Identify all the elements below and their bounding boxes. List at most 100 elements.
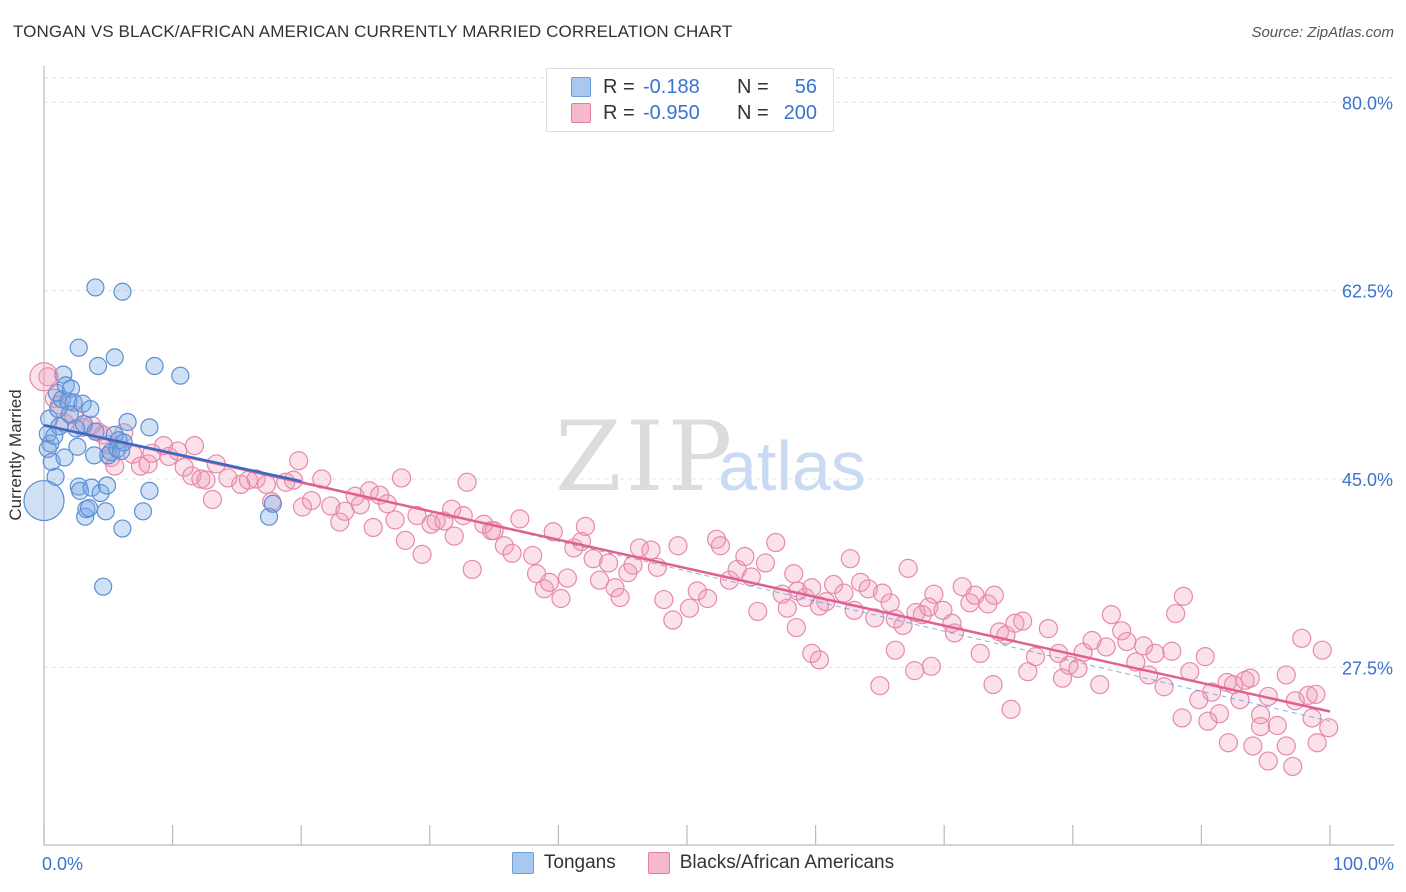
blacks-point bbox=[840, 549, 860, 569]
y-tick-label: 80.0% bbox=[1342, 93, 1393, 113]
tongans-point bbox=[81, 399, 100, 419]
x-tick-label-min: 0.0% bbox=[42, 854, 83, 874]
tongans-point bbox=[69, 338, 88, 357]
blacks-point bbox=[697, 588, 718, 609]
legend-label-blacks: Blacks/African Americans bbox=[679, 852, 895, 873]
blacks-point bbox=[523, 545, 543, 566]
blacks-point bbox=[809, 650, 830, 670]
blacks-point bbox=[1112, 621, 1132, 641]
blacks-point bbox=[1209, 704, 1230, 724]
watermark-atlas: atlas bbox=[718, 427, 866, 505]
legend-row-blacks: R = -0.950 N = 200 bbox=[571, 100, 817, 126]
tongans-point bbox=[133, 502, 153, 521]
blacks-point bbox=[905, 661, 925, 681]
x-tick-label-max: 100.0% bbox=[1333, 854, 1394, 874]
legend-item-blacks[interactable]: Blacks/African Americans bbox=[647, 852, 895, 874]
tongans-point bbox=[82, 478, 101, 497]
blacks-point bbox=[735, 546, 755, 567]
y-tick-label: 27.5% bbox=[1342, 658, 1393, 678]
blacks-point bbox=[1306, 684, 1326, 704]
tongans-point bbox=[113, 282, 132, 301]
tongans-point bbox=[86, 278, 105, 297]
blacks-point bbox=[1312, 640, 1332, 660]
blacks-point bbox=[710, 536, 731, 556]
blacks-point bbox=[1298, 685, 1318, 705]
blacks-point bbox=[1145, 643, 1165, 664]
blacks-point bbox=[748, 601, 768, 622]
tongans-point bbox=[55, 448, 74, 467]
blacks-point bbox=[898, 558, 918, 578]
tongans-point bbox=[88, 356, 108, 376]
blacks-point bbox=[1267, 715, 1287, 736]
tongans-point bbox=[61, 379, 81, 398]
blacks-point bbox=[289, 451, 309, 471]
blacks-point bbox=[679, 598, 700, 618]
blacks-point bbox=[858, 579, 878, 599]
blacks-point bbox=[330, 512, 350, 532]
blacks-point bbox=[1258, 751, 1278, 771]
correlation-legend: R = -0.188 N = 56 R = -0.950 N = 200 bbox=[546, 68, 834, 132]
legend-n-value: 56 bbox=[794, 75, 817, 98]
blacks-point bbox=[1166, 603, 1186, 624]
blacks-point bbox=[984, 585, 1004, 605]
legend-r-value: -0.950 bbox=[643, 101, 700, 124]
tongans-point bbox=[105, 348, 124, 367]
tongans-point bbox=[140, 481, 159, 500]
blacks-point bbox=[321, 496, 341, 516]
blacks-point bbox=[301, 490, 322, 511]
blacks-point bbox=[1202, 682, 1222, 702]
blacks-point bbox=[1018, 662, 1038, 682]
tongans-point bbox=[118, 412, 137, 432]
blacks-point bbox=[202, 489, 223, 510]
tongans-point bbox=[263, 494, 283, 513]
legend-n-label: N = bbox=[737, 75, 769, 98]
blacks-point bbox=[865, 608, 885, 628]
blacks-point bbox=[872, 583, 893, 603]
blacks-point bbox=[663, 610, 683, 630]
blacks-point bbox=[453, 506, 473, 526]
legend-r-value: -0.188 bbox=[643, 75, 700, 98]
legend-item-tongans[interactable]: Tongans bbox=[511, 852, 616, 874]
tongans-point bbox=[97, 476, 117, 495]
tongans-point bbox=[70, 481, 90, 500]
blacks-point bbox=[1082, 630, 1102, 651]
blacks-point bbox=[777, 598, 797, 618]
blacks-point bbox=[1250, 716, 1271, 737]
blacks-point bbox=[834, 583, 854, 603]
tongans-point bbox=[171, 366, 190, 385]
blacks-point bbox=[1117, 631, 1137, 652]
blacks-point bbox=[1068, 658, 1088, 679]
blacks-point bbox=[457, 472, 477, 492]
tongans-point bbox=[76, 507, 95, 526]
blacks-point bbox=[256, 474, 277, 495]
blacks-point bbox=[1172, 708, 1192, 728]
blacks-point bbox=[510, 509, 530, 529]
blacks-point bbox=[1005, 613, 1025, 633]
tongans-point bbox=[60, 405, 79, 424]
blacks-point bbox=[654, 589, 674, 610]
legend-swatch-tongans bbox=[571, 77, 591, 97]
y-tick-label: 45.0% bbox=[1342, 470, 1393, 490]
blacks-point bbox=[885, 640, 905, 660]
blacks-point bbox=[575, 516, 596, 536]
legend-r-label: R = bbox=[603, 101, 635, 124]
legend-label-tongans: Tongans bbox=[543, 852, 616, 873]
blacks-point bbox=[687, 581, 707, 601]
blacks-point bbox=[534, 579, 554, 599]
blacks-point bbox=[462, 559, 482, 580]
blacks-point bbox=[442, 499, 462, 519]
blacks-point bbox=[196, 470, 216, 490]
blacks-point bbox=[502, 543, 522, 563]
blacks-point bbox=[391, 468, 412, 488]
blacks-point bbox=[589, 570, 610, 590]
blacks-point bbox=[29, 362, 59, 392]
legend-swatch-blacks bbox=[647, 852, 670, 874]
tongans-point bbox=[140, 418, 159, 437]
blacks-point bbox=[138, 454, 158, 474]
blacks-point bbox=[395, 530, 415, 550]
blacks-point bbox=[1218, 733, 1239, 753]
blacks-point bbox=[444, 526, 464, 546]
legend-r-label: R = bbox=[603, 75, 635, 98]
blacks-point bbox=[1283, 756, 1303, 777]
tongans-point bbox=[23, 479, 65, 522]
